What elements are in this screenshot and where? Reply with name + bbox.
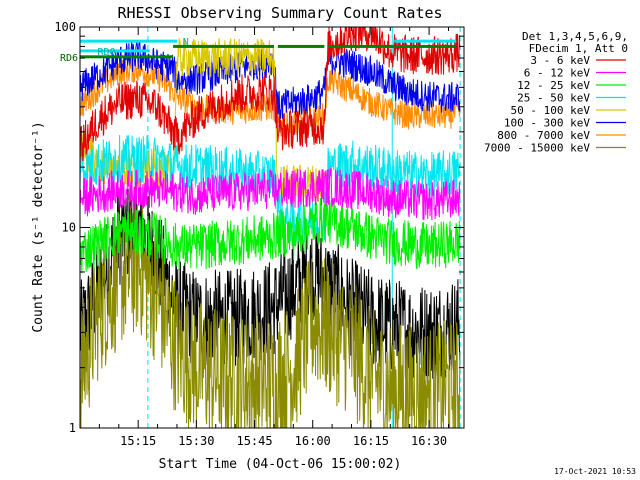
x-axis-label: Start Time (04-Oct-06 15:00:02) — [159, 457, 402, 472]
legend: Det 1,3,4,5,6,9, FDecim 1, Att 0 3 - 6 k… — [484, 30, 628, 155]
axes: 1 10 100 15:15 15:30 15:45 16:00 16:15 16:30 — [54, 20, 465, 448]
legend-label: 3 - 6 keV — [530, 54, 590, 67]
x-tick-label: 15:15 — [120, 434, 156, 448]
series-extra-8 — [80, 178, 461, 381]
x-tick-label: 16:30 — [411, 434, 447, 448]
flag-bar-unlabeled-2 — [328, 44, 457, 48]
x-tick-label: 16:00 — [295, 434, 331, 448]
plot-area: N RD0 RD6 — [60, 27, 461, 428]
flag-bar-rd6-0 — [80, 55, 174, 59]
series-7000-15000-kev — [80, 201, 461, 428]
flag-bar-n-1 — [394, 39, 457, 43]
footer-timestamp: 17-Oct-2021 10:53 — [554, 467, 636, 476]
legend-label: 12 - 25 keV — [517, 79, 590, 92]
x-tick-label: 15:45 — [236, 434, 272, 448]
legend-label: 800 - 7000 keV — [497, 129, 590, 142]
series-12-25-kev — [80, 195, 461, 274]
series-3-6-kev — [80, 27, 461, 167]
legend-label: 100 - 300 keV — [504, 117, 590, 130]
legend-label: 25 - 50 keV — [517, 92, 590, 105]
x-tick-label: 16:15 — [353, 434, 389, 448]
series-800-7000-kev — [80, 55, 461, 139]
legend-header-line-1: Det 1,3,4,5,6,9, — [522, 30, 628, 43]
legend-label: 6 - 12 keV — [524, 67, 591, 80]
flag-label-rd0: RD0 — [97, 47, 115, 58]
y-axis-label: Count Rate (s⁻¹ detector⁻¹) — [31, 121, 46, 332]
x-tick-label: 15:30 — [178, 434, 214, 448]
series-6-12-kev — [80, 167, 461, 221]
y-tick-label: 100 — [54, 20, 76, 34]
y-tick-label: 10 — [62, 221, 76, 235]
flag-bar-unlabeled-1 — [277, 44, 325, 48]
flag-bar-unlabeled-0 — [173, 44, 274, 48]
chart-title: RHESSI Observing Summary Count Rates — [117, 4, 442, 22]
legend-header-line-2: FDecim 1, Att 0 — [529, 42, 628, 55]
flag-bar-n-0 — [80, 39, 177, 43]
flag-label-rd6: RD6 — [60, 53, 78, 64]
flag-label-n: N — [183, 37, 189, 48]
legend-label: 50 - 100 keV — [511, 104, 591, 117]
flag-bar-rd0-0 — [80, 49, 150, 53]
legend-label: 7000 - 15000 keV — [484, 142, 590, 155]
y-tick-label: 1 — [69, 421, 76, 435]
